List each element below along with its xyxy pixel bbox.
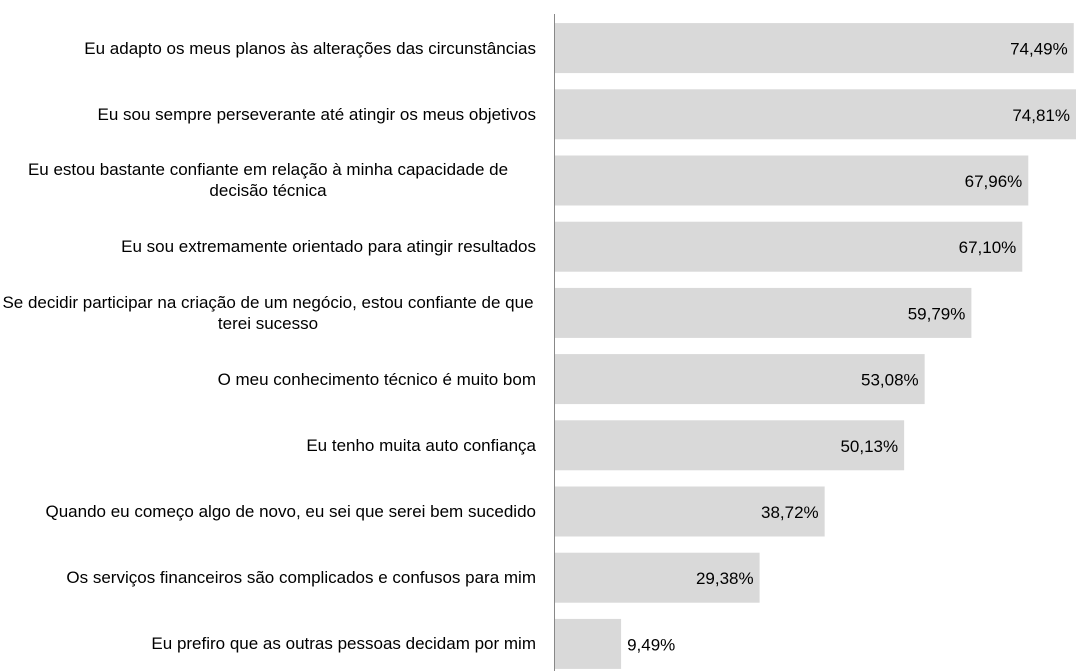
value-label: 67,10% bbox=[959, 238, 1017, 257]
category-text: Eu sou extremamente orientado para ating… bbox=[121, 237, 536, 257]
category-label: Eu estou bastante confiante em relação à… bbox=[0, 147, 536, 213]
bar bbox=[555, 618, 622, 669]
value-label: 9,49% bbox=[627, 635, 675, 654]
value-label: 50,13% bbox=[840, 437, 898, 456]
category-label: Se decidir participar na criação de um n… bbox=[0, 280, 536, 346]
category-text: Eu adapto os meus planos às alterações d… bbox=[84, 38, 536, 58]
category-text: Quando eu começo algo de novo, eu sei qu… bbox=[45, 501, 537, 521]
category-text: Eu tenho muita auto confiança bbox=[306, 435, 536, 455]
category-text: Eu sou sempre perseverante até atingir o… bbox=[97, 104, 536, 124]
value-label: 53,08% bbox=[861, 371, 919, 390]
bar bbox=[555, 287, 972, 338]
category-label: Eu adapto os meus planos às alterações d… bbox=[0, 15, 536, 81]
category-label: Os serviços financeiros são complicados … bbox=[0, 545, 536, 611]
value-label: 74,81% bbox=[1012, 106, 1070, 125]
bar bbox=[555, 155, 1029, 206]
bar bbox=[555, 486, 825, 537]
category-text: Eu estou bastante confiante em relação à… bbox=[27, 160, 509, 201]
category-text: O meu conhecimento técnico é muito bom bbox=[217, 369, 536, 389]
category-label: O meu conhecimento técnico é muito bom bbox=[0, 346, 536, 412]
category-text: Os serviços financeiros são complicados … bbox=[66, 568, 536, 588]
category-label: Eu prefiro que as outras pessoas decidam… bbox=[0, 611, 536, 671]
value-label: 67,96% bbox=[965, 172, 1023, 191]
bar bbox=[555, 221, 1023, 272]
category-text: Se decidir participar na criação de um n… bbox=[2, 292, 534, 333]
value-label: 59,79% bbox=[908, 304, 966, 323]
value-label: 29,38% bbox=[696, 569, 754, 588]
value-label: 74,49% bbox=[1010, 40, 1068, 59]
bar bbox=[555, 354, 925, 405]
category-text: Eu prefiro que as outras pessoas decidam… bbox=[151, 634, 536, 654]
bar bbox=[555, 89, 1076, 140]
bar bbox=[555, 552, 760, 603]
bar bbox=[555, 420, 905, 471]
value-label: 38,72% bbox=[761, 503, 819, 522]
category-label: Eu tenho muita auto confiança bbox=[0, 412, 536, 478]
category-label: Eu sou extremamente orientado para ating… bbox=[0, 214, 536, 280]
bar bbox=[555, 23, 1074, 74]
category-label: Quando eu começo algo de novo, eu sei qu… bbox=[0, 478, 537, 544]
category-label: Eu sou sempre perseverante até atingir o… bbox=[0, 81, 536, 147]
